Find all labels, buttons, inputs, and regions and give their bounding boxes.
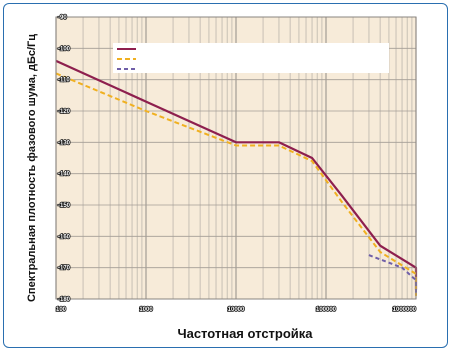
legend-box <box>113 43 389 73</box>
y-tick-labels: -90 -100 -110 -120 -130 -140 -150 -160 -170 -180 <box>57 14 71 304</box>
y-tick-label: -160 <box>58 234 71 240</box>
x-tick-label: 1000000 <box>393 307 417 313</box>
y-tick-label: -180 <box>58 297 71 303</box>
x-tick-label: 100000 <box>316 307 337 313</box>
y-tick-label: -150 <box>58 203 71 209</box>
x-tick-labels: 100 1000 10000 100000 1000000 <box>55 306 417 314</box>
x-axis-label: Частотная отстройка <box>177 326 313 341</box>
y-tick-label: -120 <box>58 109 71 115</box>
legend <box>113 43 389 73</box>
y-tick-label: -110 <box>58 78 70 84</box>
series-line <box>368 254 417 293</box>
x-tick-label: 100 <box>56 307 67 313</box>
y-axis-label: Спектральная плотность фазового шума, дБ… <box>26 34 38 302</box>
y-tick-label: -170 <box>58 266 71 272</box>
y-tick-label: -130 <box>58 140 71 146</box>
y-tick-label: -90 <box>58 15 67 21</box>
plot-border <box>55 16 417 300</box>
y-tick-label: -100 <box>58 46 71 52</box>
y-tick-label: -140 <box>58 172 71 178</box>
x-tick-label: 10000 <box>228 307 245 313</box>
x-tick-label: 1000 <box>139 307 153 313</box>
